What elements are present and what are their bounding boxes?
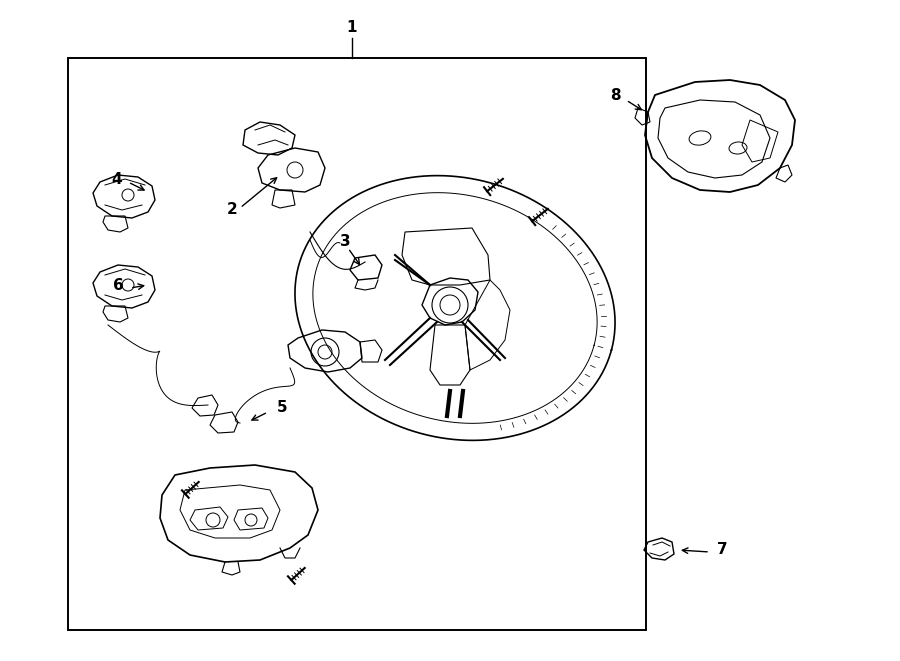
Text: 6: 6 — [112, 278, 123, 293]
Bar — [68, 58, 646, 630]
Text: 4: 4 — [112, 173, 122, 188]
Text: 5: 5 — [276, 401, 287, 416]
Text: 1: 1 — [346, 20, 357, 36]
Text: 3: 3 — [339, 235, 350, 249]
Text: 7: 7 — [716, 543, 727, 557]
Text: 8: 8 — [609, 89, 620, 104]
Text: 2: 2 — [227, 202, 238, 217]
